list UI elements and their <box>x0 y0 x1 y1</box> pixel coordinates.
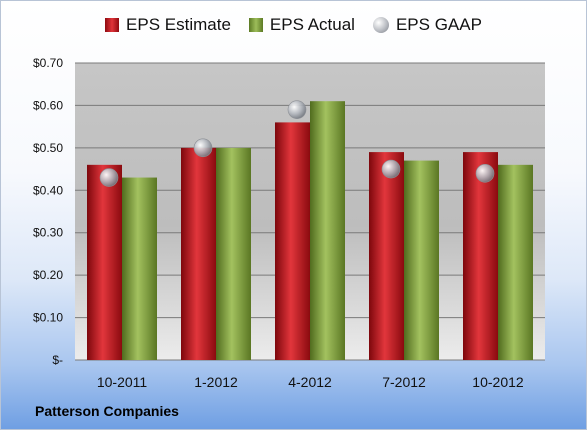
point-eps-gaap <box>381 159 401 179</box>
point-eps-gaap <box>475 164 495 183</box>
y-tick-label: $0.60 <box>33 98 63 112</box>
legend: EPS Estimate EPS Actual EPS GAAP <box>1 15 586 35</box>
bar-eps-actual <box>216 147 251 360</box>
point-eps-gaap <box>193 138 213 158</box>
point-eps-gaap <box>287 100 307 119</box>
x-axis-labels: 10-2011 1-2012 4-2012 7-2012 10-2012 <box>97 374 524 390</box>
y-tick-label: $0.50 <box>33 141 63 155</box>
x-tick-label: 1-2012 <box>194 374 238 390</box>
x-tick-label: 4-2012 <box>288 374 332 390</box>
bar-eps-actual <box>122 177 157 360</box>
y-tick-label: $0.30 <box>33 226 63 240</box>
bar-eps-estimate <box>369 152 404 360</box>
point-eps-gaap <box>99 168 119 187</box>
bar-eps-estimate <box>87 164 122 360</box>
gaap-points <box>99 100 495 187</box>
legend-item-eps-estimate: EPS Estimate <box>105 15 231 35</box>
company-name: Patterson Companies <box>35 403 179 419</box>
legend-label-eps-actual: EPS Actual <box>269 15 355 34</box>
legend-item-eps-gaap: EPS GAAP <box>372 15 482 35</box>
bar-eps-estimate <box>275 122 310 361</box>
y-axis-labels: $- $0.10 $0.20 $0.30 $0.40 $0.50 $0.60 $0.70 <box>33 56 63 367</box>
x-tick-label: 10-2012 <box>472 374 524 390</box>
bars <box>87 101 533 361</box>
bar-eps-actual <box>404 160 439 360</box>
y-tick-label: $0.20 <box>33 268 63 282</box>
y-tick-label: $0.10 <box>33 311 63 325</box>
legend-swatch-eps-gaap <box>372 17 389 33</box>
legend-label-eps-estimate: EPS Estimate <box>126 15 231 34</box>
legend-item-eps-actual: EPS Actual <box>248 15 355 35</box>
legend-swatch-eps-estimate <box>105 18 120 32</box>
legend-swatch-eps-actual <box>248 18 263 32</box>
y-tick-label: $0.70 <box>33 56 63 70</box>
legend-label-eps-gaap: EPS GAAP <box>395 15 482 34</box>
bar-eps-estimate <box>181 147 216 360</box>
bar-eps-actual <box>498 164 533 360</box>
x-tick-label: 7-2012 <box>382 374 426 390</box>
bar-eps-actual <box>310 101 345 360</box>
y-tick-label: $0.40 <box>33 183 63 197</box>
bar-eps-estimate <box>463 152 498 360</box>
x-tick-label: 10-2011 <box>97 374 148 390</box>
y-tick-label: $- <box>52 353 63 367</box>
